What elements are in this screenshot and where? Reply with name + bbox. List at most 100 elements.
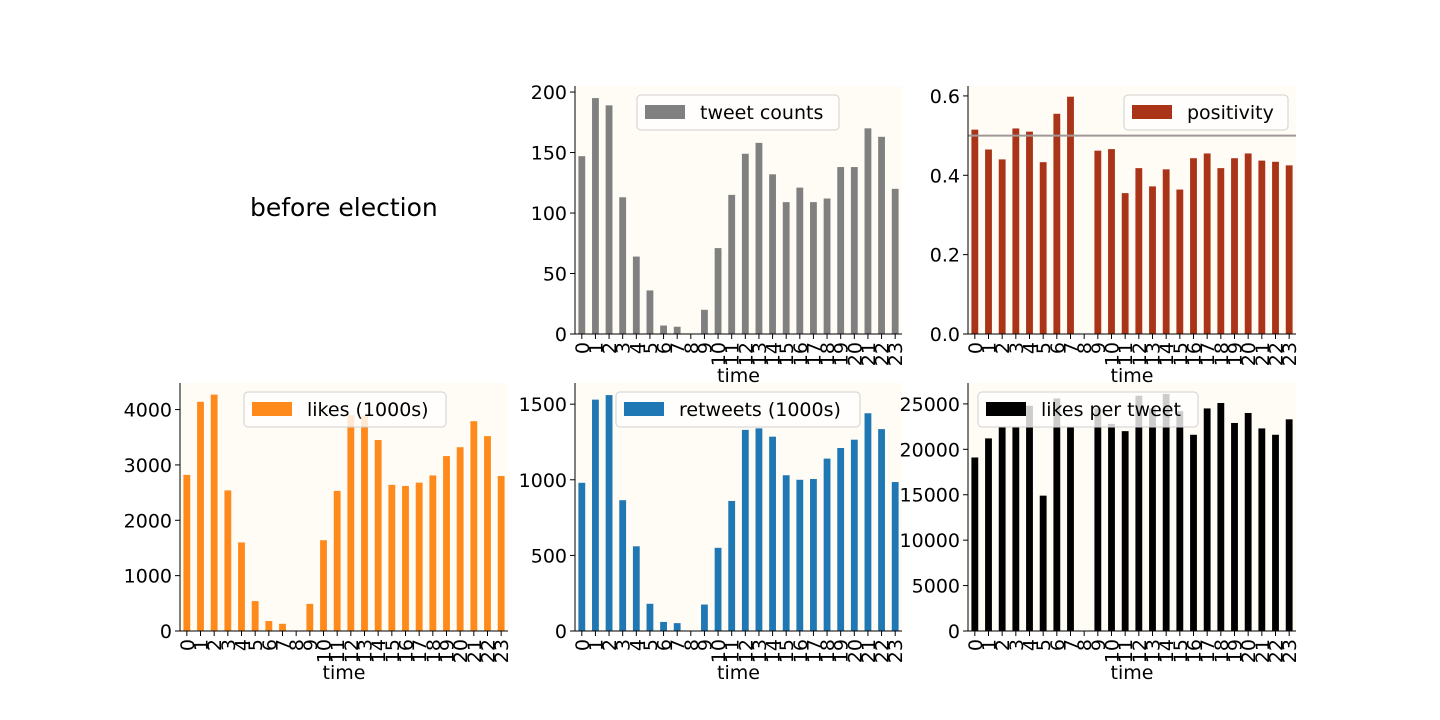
bar-22 xyxy=(878,429,885,631)
bar-6 xyxy=(660,621,667,631)
bar-10 xyxy=(1108,149,1115,334)
x-tick-label: 19 xyxy=(831,342,853,366)
bar-20 xyxy=(1244,153,1252,334)
y-tick-label: 0.0 xyxy=(930,324,960,346)
bar-4 xyxy=(1026,131,1033,334)
bar-0 xyxy=(183,474,191,631)
x-tick-label: 7 xyxy=(667,342,689,354)
x-tick-label: 12 xyxy=(341,639,363,663)
bar-11 xyxy=(1121,431,1129,631)
x-tick-label: 18 xyxy=(1211,639,1233,663)
x-tick-label: 23 xyxy=(1279,639,1301,663)
bar-5 xyxy=(646,290,654,334)
x-tick-label: 16 xyxy=(396,639,418,663)
x-tick-label: 19 xyxy=(437,639,459,663)
bar-10 xyxy=(320,540,327,631)
bar-11 xyxy=(728,500,736,631)
bar-11 xyxy=(1121,193,1129,334)
bar-6 xyxy=(265,621,273,631)
x-tick-label: 8 xyxy=(1074,342,1096,354)
bar-1 xyxy=(592,399,599,631)
bar-14 xyxy=(769,436,776,631)
x-tick-label: 12 xyxy=(1129,639,1151,663)
x-tick-label: 0 xyxy=(572,639,594,651)
bar-21 xyxy=(1258,428,1266,631)
y-tick-label: 0.4 xyxy=(930,165,960,187)
bar-10 xyxy=(714,547,722,631)
x-tick-label: 15 xyxy=(382,639,404,663)
bar-1 xyxy=(985,149,992,334)
x-tick-label: 7 xyxy=(1061,342,1083,354)
x-tick-label: 4 xyxy=(626,639,648,651)
bar-21 xyxy=(864,128,872,334)
bar-10 xyxy=(1108,423,1115,631)
legend-box xyxy=(636,94,840,131)
legend-label: likes per tweet xyxy=(1041,399,1181,421)
x-tick-label: 23 xyxy=(491,639,513,663)
bar-21 xyxy=(1258,160,1266,334)
bar-4 xyxy=(238,542,245,631)
bar-19 xyxy=(837,448,845,631)
y-tick-label: 0 xyxy=(555,324,567,346)
x-tick-label: 1 xyxy=(979,639,1001,651)
x-tick-label: 15 xyxy=(1170,639,1192,663)
x-tick-label: 3 xyxy=(218,639,240,651)
x-tick-label: 22 xyxy=(872,342,894,366)
x-tick-label: 11 xyxy=(1115,342,1137,366)
bar-22 xyxy=(1272,161,1279,334)
bar-3 xyxy=(619,500,627,631)
x-tick-label: 13 xyxy=(749,639,771,663)
x-tick-label: 7 xyxy=(273,639,295,651)
bar-7 xyxy=(1067,427,1074,631)
bar-2 xyxy=(605,105,613,334)
bar-23 xyxy=(1285,419,1293,631)
bar-12 xyxy=(741,153,749,334)
x-tick-label: 21 xyxy=(1252,639,1274,663)
x-tick-label: 10 xyxy=(708,639,730,663)
legend-swatch xyxy=(624,402,664,416)
bar-13 xyxy=(755,142,763,334)
chart-retweets: 0500100015000123456789101112131415161718… xyxy=(519,383,907,684)
bar-0 xyxy=(971,457,979,631)
bar-9 xyxy=(701,604,708,631)
bar-7 xyxy=(1067,96,1074,335)
x-tick-label: 4 xyxy=(1020,342,1042,354)
x-tick-label: 15 xyxy=(776,342,798,366)
bar-16 xyxy=(1190,158,1197,334)
legend: tweet counts xyxy=(636,94,840,131)
x-tick-label: 13 xyxy=(355,639,377,663)
x-tick-label: 8 xyxy=(681,639,703,651)
x-tick-label: 14 xyxy=(1156,342,1178,366)
y-tick-label: 10000 xyxy=(900,530,960,552)
x-tick-label: 1 xyxy=(585,639,607,651)
legend-label: positivity xyxy=(1187,102,1274,124)
x-tick-label: 7 xyxy=(667,639,689,651)
bar-18 xyxy=(1217,402,1225,631)
x-tick-label: 2 xyxy=(204,639,226,651)
x-tick-label: 20 xyxy=(1238,639,1260,663)
x-tick-label: 1 xyxy=(979,342,1001,354)
bar-9 xyxy=(306,603,314,631)
legend: positivity xyxy=(1123,94,1289,131)
x-tick-label: 21 xyxy=(858,639,880,663)
bar-14 xyxy=(374,440,382,631)
y-tick-label: 1000 xyxy=(519,470,567,492)
legend-swatch xyxy=(986,402,1026,416)
x-tick-label: 13 xyxy=(1143,342,1165,366)
x-tick-label: 13 xyxy=(749,342,771,366)
chart-likes: 0100020003000400001234567891011121314151… xyxy=(124,383,513,684)
x-tick-label: 6 xyxy=(654,342,676,354)
y-tick-label: 200 xyxy=(531,82,567,104)
bar-7 xyxy=(673,326,681,334)
chart-likes-per-tweet: 0500010000150002000025000012345678910111… xyxy=(900,383,1301,684)
legend-box xyxy=(977,391,1199,428)
y-tick-label: 100 xyxy=(531,203,567,225)
bar-21 xyxy=(864,413,872,631)
x-tick-label: 5 xyxy=(1033,342,1055,354)
bar-2 xyxy=(998,159,1006,334)
x-tick-label: 14 xyxy=(1156,639,1178,663)
x-tick-label: 3 xyxy=(613,639,635,651)
bar-11 xyxy=(728,194,736,334)
y-tick-label: 150 xyxy=(531,143,567,165)
